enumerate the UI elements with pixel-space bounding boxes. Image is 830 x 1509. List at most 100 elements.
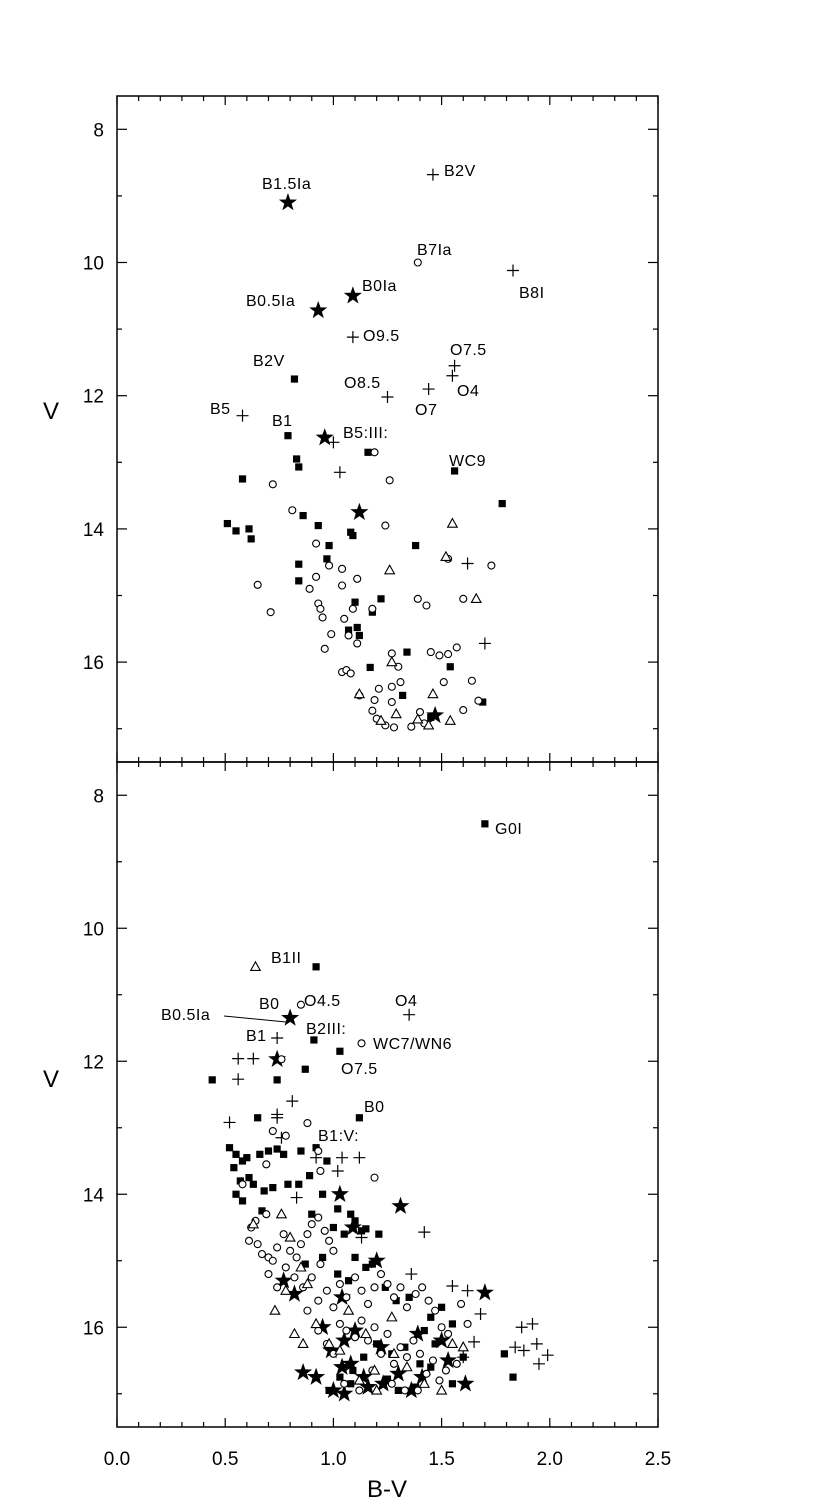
filled-square-point: [323, 1157, 331, 1165]
open-triangle-point: [280, 1284, 292, 1295]
open-circle-point: [314, 1326, 323, 1335]
open-circle-point: [418, 1283, 427, 1292]
star-label: WC9: [449, 453, 486, 470]
open-circle-point: [268, 1127, 277, 1136]
filled-square-point: [364, 448, 372, 456]
open-triangle-point: [444, 714, 456, 725]
filled-square-point: [299, 511, 307, 520]
y-tick-label: 10: [83, 254, 104, 275]
filled-square-point: [293, 455, 301, 463]
filled-square-point: [232, 1190, 240, 1198]
open-triangle-point: [323, 1337, 335, 1349]
open-triangle-point: [390, 707, 402, 719]
plus-point: [331, 1164, 344, 1177]
filled-star-point: [391, 1196, 410, 1214]
open-circle-point: [422, 601, 431, 610]
top-panel-annotations: B2V B1.5Ia B7Ia B8I B0Ia B0.5Ia O9.5 O7.…: [210, 163, 544, 470]
plus-point: [405, 1268, 418, 1281]
open-circle-point: [268, 1256, 277, 1265]
filled-square-point: [399, 691, 407, 699]
filled-square-point: [329, 1223, 337, 1232]
open-circle-point: [363, 1299, 373, 1309]
filled-square-point: [481, 820, 489, 828]
open-circle-point: [402, 1303, 412, 1312]
open-circle-point: [383, 1329, 392, 1338]
open-circle-point: [277, 1055, 286, 1064]
y-tick-label: 16: [83, 653, 104, 674]
star-label: O4.5: [304, 993, 341, 1010]
open-circle-point: [305, 584, 314, 593]
open-triangle-point: [360, 1327, 372, 1339]
open-circle-point: [441, 1366, 450, 1375]
open-circle-point: [253, 580, 262, 589]
filled-square-point: [336, 1047, 344, 1055]
open-circle-point: [487, 561, 496, 570]
open-circle-point: [396, 1283, 405, 1292]
star-label: B2V: [253, 353, 285, 370]
open-circle-point: [307, 1220, 316, 1229]
open-circle-point: [383, 1279, 392, 1289]
filled-star-point: [350, 502, 369, 520]
filled-square-point: [260, 1187, 268, 1195]
open-circle-point: [387, 1379, 396, 1388]
open-circle-point: [238, 1180, 247, 1189]
open-circle-point: [422, 1369, 431, 1378]
open-circle-point: [474, 696, 483, 705]
open-triangle-point: [275, 1208, 288, 1219]
star-label: B0: [259, 996, 280, 1013]
filled-square-point: [223, 519, 231, 528]
filled-square-point: [230, 1164, 238, 1172]
open-circle-point: [262, 1210, 271, 1219]
open-circle-point: [314, 1146, 323, 1156]
open-circle-point: [320, 644, 329, 653]
open-circle-point: [350, 1333, 360, 1342]
open-circle-point: [353, 639, 362, 648]
open-circle-point: [329, 1303, 338, 1312]
open-circle-point: [338, 564, 347, 573]
star-label: B0.5Ia: [246, 293, 295, 310]
bottom-panel: 8 10 12 14 16 G0I B1II B0 O4.5 O4 B0.5Ia B1 …: [83, 761, 659, 1428]
open-circle-point: [463, 1319, 472, 1328]
y-tick-label: 14: [83, 520, 105, 541]
open-circle-point: [257, 1250, 267, 1259]
x-tick-label: 0.0: [104, 1449, 130, 1470]
filled-square-point: [509, 1373, 517, 1381]
open-circle-point: [355, 1386, 364, 1395]
plus-point: [223, 1116, 236, 1129]
y-tick-label: 16: [83, 1318, 104, 1339]
star-label: O7.5: [341, 1061, 378, 1078]
open-circle-point: [329, 1246, 338, 1255]
star-label: WC7/WN6: [373, 1036, 452, 1053]
plus-point: [507, 264, 520, 277]
plus-point: [333, 466, 346, 479]
open-circle-point: [389, 723, 399, 732]
open-circle-point: [400, 1386, 409, 1395]
filled-square-point: [284, 432, 292, 440]
y-tick-label: 12: [83, 387, 104, 408]
filled-square-point: [243, 1154, 251, 1162]
x-tick-label: 2.5: [645, 1449, 671, 1470]
filled-square-point: [427, 1313, 435, 1321]
filled-square-point: [427, 713, 435, 721]
open-triangle-point: [446, 1337, 459, 1349]
filled-star-point: [475, 1283, 494, 1301]
open-circle-point: [342, 1326, 351, 1335]
open-triangle-point: [435, 1384, 448, 1395]
y-tick-label: 8: [93, 120, 104, 141]
filled-square-point: [318, 1190, 327, 1198]
filled-square-point: [280, 1150, 288, 1158]
open-triangle-point: [440, 550, 452, 562]
star-label: B0.5Ia: [161, 1007, 210, 1024]
open-circle-point: [415, 1349, 425, 1358]
plus-point: [461, 1284, 474, 1297]
filled-square-point: [375, 1230, 383, 1238]
filled-square-point: [377, 595, 385, 603]
open-circle-point: [357, 1286, 366, 1295]
open-triangle-point: [353, 687, 366, 699]
open-circle-point: [370, 1173, 379, 1182]
y-tick-label: 14: [83, 1185, 105, 1206]
filled-square-point: [459, 1353, 467, 1361]
star-label: B1:V:: [318, 1128, 359, 1145]
open-circle-point: [335, 1319, 344, 1328]
filled-star-point: [294, 1362, 313, 1381]
